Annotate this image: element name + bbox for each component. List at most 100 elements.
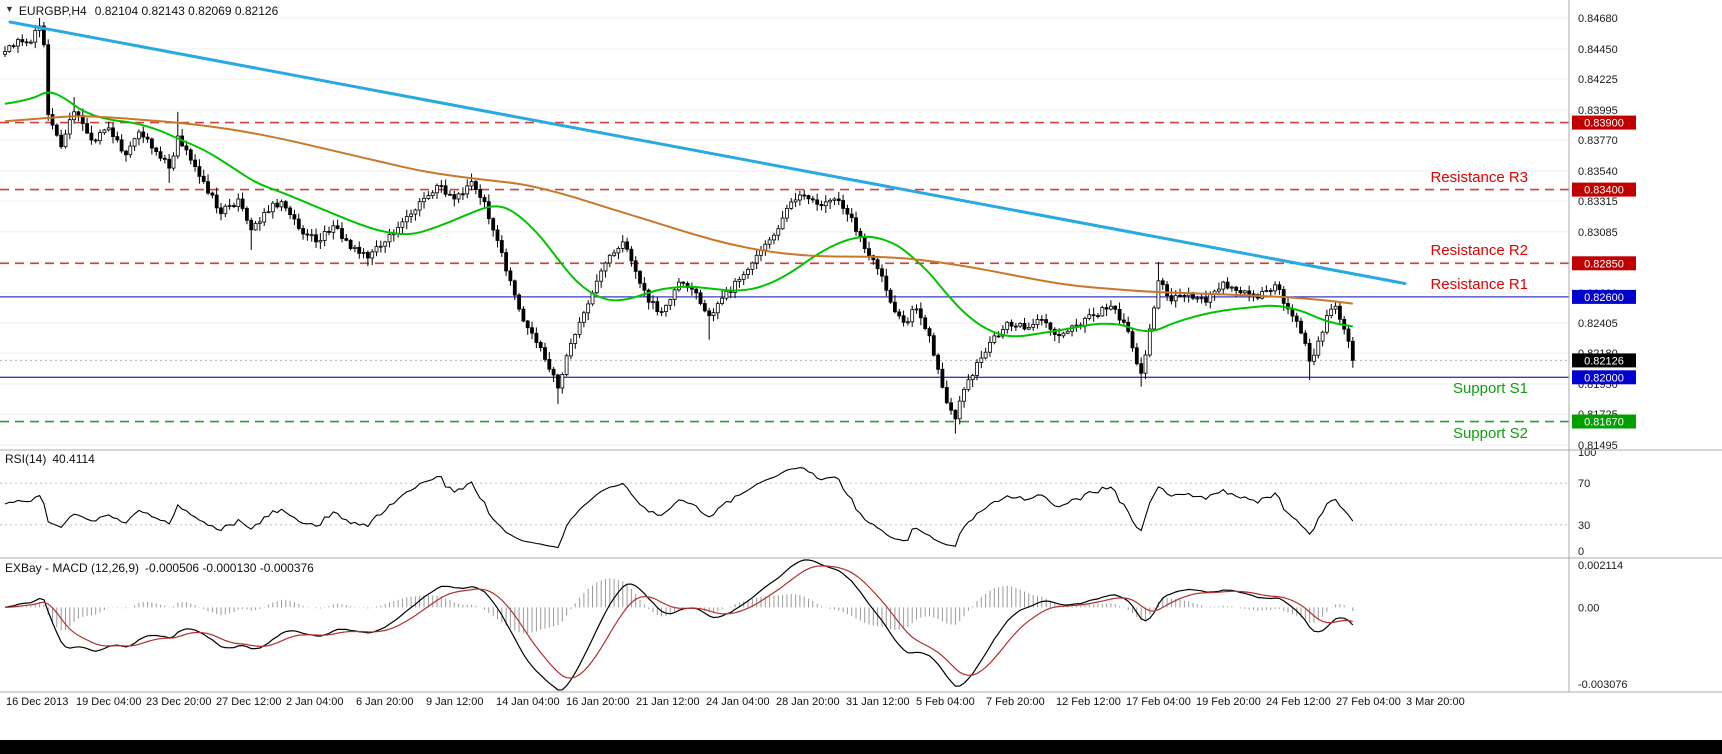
- date-label: 24 Jan 04:00: [706, 696, 770, 708]
- candle-bear: [521, 308, 526, 322]
- price-badge: [1572, 289, 1636, 304]
- price-badge-text: 0.82126: [1584, 355, 1624, 367]
- candle-bear: [642, 282, 647, 291]
- candle-bull: [331, 225, 336, 233]
- candle-bear: [1182, 294, 1187, 297]
- candle-bear: [1350, 340, 1355, 361]
- descending-trendline[interactable]: [8, 20, 1407, 285]
- candle-bear: [849, 213, 854, 219]
- candle-bear: [214, 194, 219, 209]
- candle-bull: [607, 254, 612, 264]
- candle-bull: [465, 185, 470, 195]
- moving-averages: [4, 91, 1353, 338]
- price-tick: 0.83085: [1578, 227, 1618, 239]
- candle-bull: [573, 334, 578, 344]
- candle-bear: [473, 181, 478, 191]
- candle-bull: [413, 209, 418, 215]
- candle-bull: [378, 245, 383, 248]
- ma-slow-line: [4, 115, 1353, 305]
- candle-bull: [322, 230, 327, 241]
- candle-bear: [867, 248, 871, 257]
- level-lines[interactable]: [0, 121, 1569, 423]
- candle-bull: [128, 145, 133, 156]
- candle-bear: [1294, 315, 1299, 322]
- price-badge: [1572, 182, 1636, 197]
- candle-bear: [59, 134, 64, 148]
- candle-bear: [629, 248, 634, 262]
- date-label: 5 Feb 04:00: [916, 696, 975, 708]
- candle-bear: [517, 294, 521, 310]
- candle-bull: [1333, 305, 1338, 310]
- date-label: 24 Feb 12:00: [1266, 696, 1331, 708]
- candle-bear: [491, 218, 496, 231]
- price-badge-text: 0.81670: [1584, 417, 1624, 429]
- candle-bull: [456, 193, 461, 200]
- candle-bear: [495, 229, 500, 241]
- candle-bear: [1134, 347, 1139, 365]
- candle-bear: [1044, 319, 1048, 324]
- candle-bear: [638, 270, 642, 284]
- candle-bull: [426, 195, 431, 199]
- candle-bull: [422, 197, 426, 203]
- price-badge: [1572, 370, 1636, 385]
- candle-bull: [828, 199, 832, 203]
- candle-bear: [193, 159, 198, 168]
- candle-bear: [149, 138, 154, 149]
- price-badge-text: 0.83900: [1584, 118, 1624, 130]
- candle-bear: [802, 194, 807, 197]
- candle-bear: [1009, 321, 1014, 327]
- candle-bear: [1130, 331, 1135, 349]
- candle-bull: [988, 341, 992, 353]
- trendline-group[interactable]: [8, 20, 1407, 285]
- candle-bear: [940, 368, 945, 388]
- candle-bull: [400, 221, 405, 228]
- candle-bear: [996, 335, 1001, 338]
- candle-bear: [1169, 295, 1174, 302]
- date-label: 16 Jan 20:00: [566, 696, 630, 708]
- candle-bull: [1035, 318, 1040, 325]
- candle-bull: [737, 278, 742, 282]
- candle-bear: [1122, 319, 1126, 323]
- candle-bull: [672, 289, 677, 300]
- candle-bull: [1217, 288, 1221, 292]
- candle-bull: [906, 321, 910, 324]
- candle-bull: [772, 234, 776, 241]
- candle-bear: [145, 136, 150, 140]
- candle-bull: [823, 201, 828, 207]
- rsi-name: RSI(14): [5, 452, 47, 466]
- rsi-line: [4, 467, 1354, 549]
- price-tick: 0.83540: [1578, 166, 1618, 178]
- candle-bear: [927, 328, 932, 337]
- price-tick: 0.84225: [1578, 74, 1618, 86]
- price-tick: 0.83315: [1578, 196, 1618, 208]
- candle-bear: [646, 289, 651, 303]
- candle-bear: [184, 145, 189, 151]
- price-tick: 0.83995: [1578, 105, 1618, 117]
- candle-bear: [1247, 290, 1252, 295]
- candle-bear: [240, 198, 245, 209]
- candle-bull: [577, 321, 582, 335]
- candle-bull: [767, 239, 772, 245]
- candle-bull: [352, 246, 357, 250]
- date-label: 31 Jan 12:00: [846, 696, 910, 708]
- candle-bear: [89, 132, 94, 141]
- candle-bear: [482, 197, 487, 203]
- candle-bear: [1268, 290, 1273, 292]
- level-label-support-s1: Support S1: [1452, 380, 1528, 398]
- candle-bull: [1001, 329, 1005, 337]
- candle-bear: [1178, 294, 1182, 297]
- candle-bull: [1264, 290, 1269, 292]
- candle-bear: [111, 127, 115, 138]
- candle-bear: [448, 193, 452, 196]
- rsi-indicator-label: RSI(14) 40.4114: [5, 452, 95, 466]
- candle-bull: [754, 254, 759, 264]
- candle-bear: [1338, 305, 1342, 320]
- candle-bull: [1199, 297, 1204, 300]
- candle-bear: [460, 193, 465, 196]
- chart-shift-icon[interactable]: ▼: [5, 4, 14, 14]
- candle-bear: [888, 289, 893, 303]
- rsi-panel: 100 70 30 0: [0, 447, 1596, 558]
- date-label: 28 Jan 20:00: [776, 696, 840, 708]
- candle-bull: [780, 217, 785, 230]
